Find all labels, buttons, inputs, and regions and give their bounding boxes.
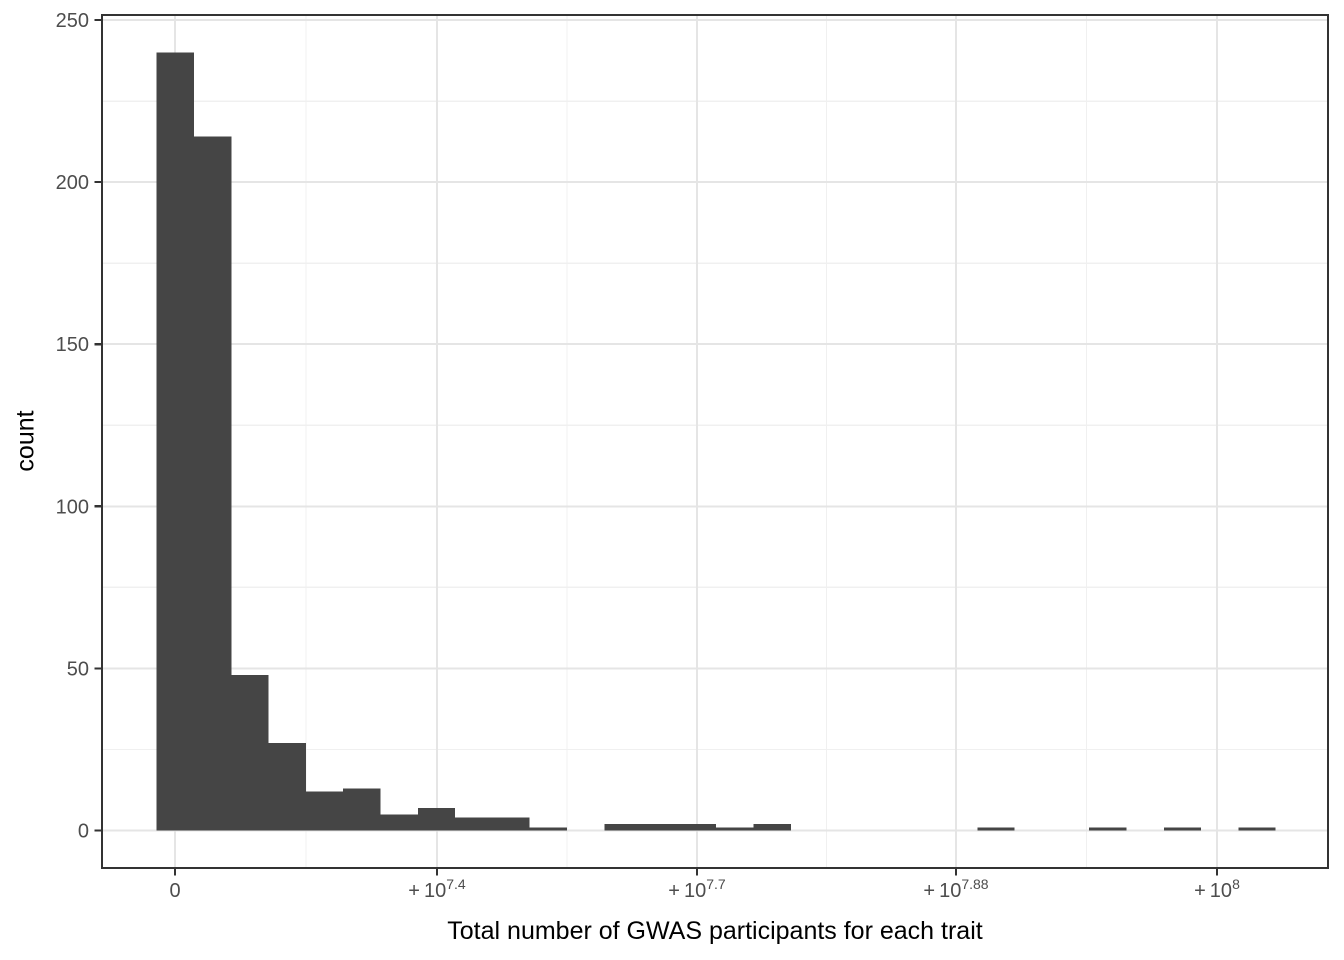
histogram-bar — [268, 742, 306, 831]
panel-border — [101, 14, 1329, 869]
y-tick-label: 150 — [56, 334, 89, 356]
histogram-bar — [1238, 827, 1276, 831]
grid-minor — [102, 15, 1328, 868]
histogram-bars — [156, 52, 1276, 831]
histogram-bar — [1163, 827, 1202, 831]
histogram-bar — [380, 814, 418, 831]
y-tick-label: 50 — [67, 658, 89, 680]
x-tick-label: + 107.4 — [408, 876, 466, 902]
histogram-bar — [977, 827, 1015, 831]
histogram-bar — [455, 817, 493, 831]
axis-ticks — [94, 18, 1219, 876]
histogram-bar — [194, 136, 232, 831]
y-tick-labels: 0 50 100 150 200 250 — [56, 10, 89, 843]
y-tick-label: 250 — [56, 10, 89, 32]
histogram-bar — [417, 807, 456, 831]
y-tick-label: 200 — [56, 172, 89, 194]
y-axis-title: count — [11, 410, 40, 472]
x-tick-label: + 107.7 — [668, 876, 726, 902]
y-tick-label: 0 — [78, 821, 89, 843]
y-tick-label: 100 — [56, 496, 89, 518]
histogram-bar — [753, 824, 791, 831]
histogram-bar — [716, 827, 754, 831]
x-tick-label: + 108 — [1194, 876, 1240, 902]
histogram-bar — [231, 674, 269, 831]
histogram-bar — [343, 788, 381, 831]
histogram-bar — [492, 817, 530, 831]
x-axis-title: Total number of GWAS participants for ea… — [447, 917, 983, 945]
histogram-bar — [529, 827, 567, 831]
histogram-bar — [305, 791, 344, 831]
x-tick-labels: 0 + 107.4 + 107.7 + 107.88 + 108 — [169, 876, 1240, 902]
histogram-bar — [1089, 827, 1127, 831]
histogram-bar — [156, 52, 194, 831]
panel-background — [102, 15, 1328, 868]
histogram-bar — [641, 824, 679, 831]
histogram-bar — [678, 824, 717, 831]
x-tick-label: + 107.88 — [923, 876, 988, 902]
histogram-bar — [604, 824, 642, 831]
x-tick-label: 0 — [169, 880, 180, 902]
grid-major — [102, 15, 1328, 868]
